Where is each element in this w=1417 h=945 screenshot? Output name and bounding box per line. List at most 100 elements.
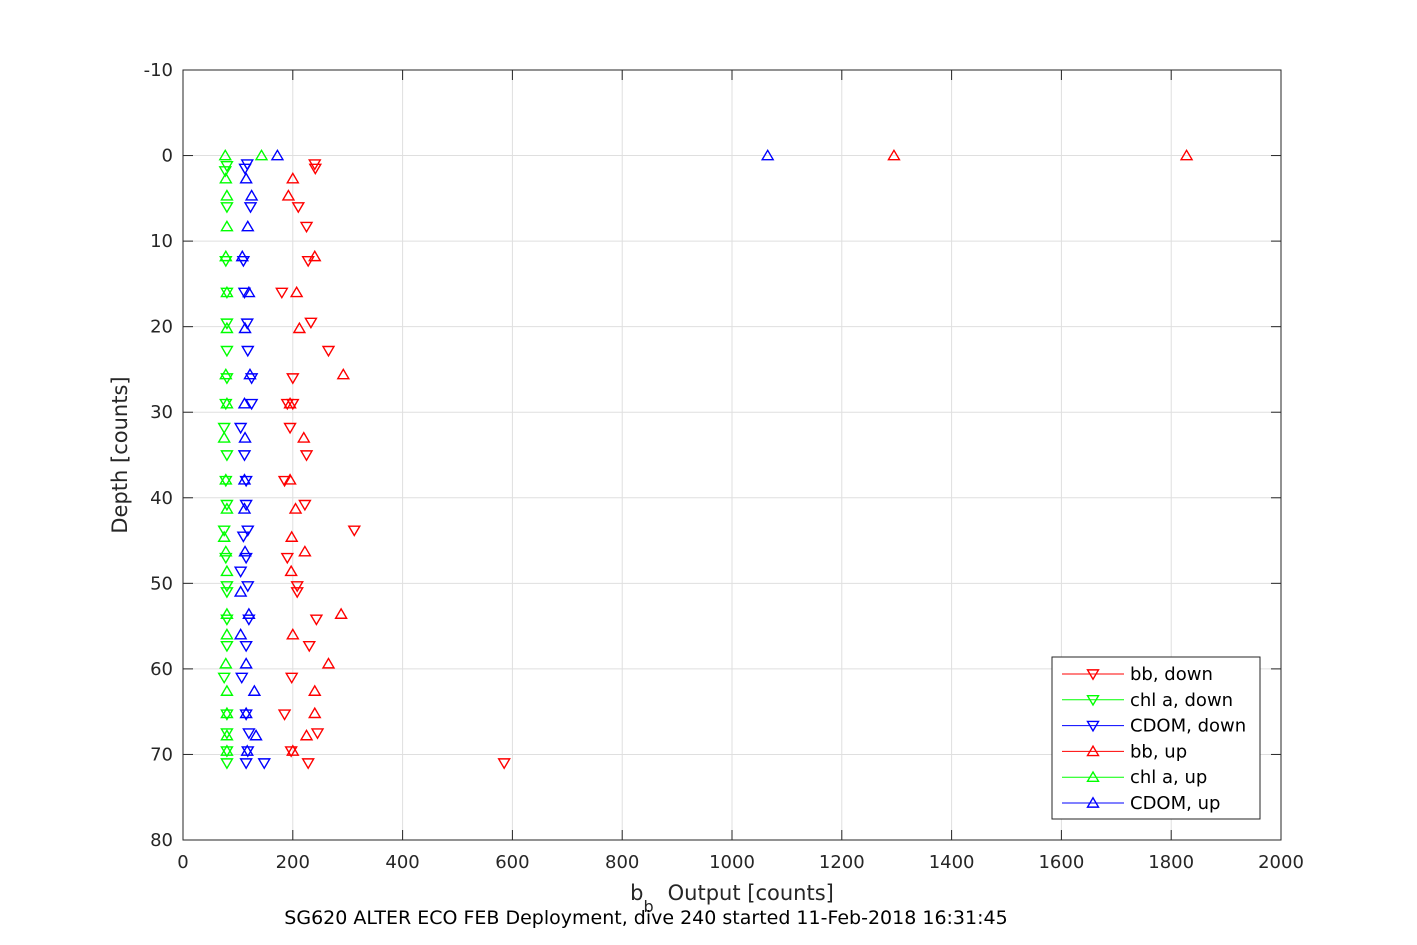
legend: bb, down chl a, down CDOM, down bb, up chl a… — [1051, 656, 1261, 820]
x-tick-label: 1800 — [1148, 852, 1194, 873]
legend-marker — [1086, 669, 1100, 681]
legend-marker — [1086, 720, 1100, 733]
data-point — [219, 475, 233, 488]
data-point — [238, 163, 252, 175]
data-point — [284, 746, 298, 758]
data-point — [220, 758, 234, 770]
legend-marker — [1086, 694, 1100, 707]
data-point — [220, 450, 234, 462]
x-tick-labels: 0 200 400 600 800 1000 1200 1400 1600 1800 2000 — [177, 852, 1304, 873]
y-tick-label: 70 — [150, 744, 173, 765]
data-point — [220, 564, 234, 577]
data-point — [284, 564, 298, 577]
data-point — [301, 758, 315, 770]
data-point — [247, 684, 262, 696]
legend-entry-label: bb, down — [1130, 664, 1213, 685]
y-axis-label: Depth [counts] — [108, 376, 132, 533]
data-point — [237, 287, 252, 300]
y-tick-label: 40 — [150, 488, 173, 509]
data-point — [297, 431, 311, 443]
data-point — [308, 684, 322, 696]
data-point — [239, 657, 253, 669]
data-point — [237, 397, 252, 409]
data-point — [220, 397, 234, 409]
data-point — [239, 706, 253, 719]
data-point — [243, 202, 258, 214]
legend-entry-label: chl a, down — [1130, 690, 1233, 711]
data-point — [277, 475, 292, 488]
data-point — [237, 473, 252, 485]
data-point — [299, 729, 314, 741]
data-point — [244, 398, 259, 411]
data-point — [244, 189, 259, 201]
data-point — [239, 172, 253, 184]
data-point — [257, 758, 271, 770]
data-point — [220, 285, 234, 298]
legend-marker — [1086, 744, 1100, 757]
chart-caption: SG620 ALTER ECO FEB Deployment, dive 240… — [284, 907, 1007, 929]
data-point — [283, 473, 297, 485]
data-point — [242, 728, 256, 740]
data-point — [286, 373, 300, 385]
data-point — [217, 525, 231, 537]
x-tick-label: 1600 — [1038, 852, 1084, 873]
legend-box — [1051, 656, 1261, 820]
data-point — [238, 431, 252, 443]
y-tick-label: 50 — [150, 573, 173, 594]
data-point — [288, 502, 303, 514]
data-point — [220, 614, 234, 626]
data-point — [336, 367, 351, 380]
data-point — [218, 148, 232, 161]
x-tick-label: 400 — [385, 852, 419, 873]
data-point — [220, 728, 234, 740]
data-point — [887, 148, 901, 161]
y-tick-label: 80 — [150, 830, 173, 851]
data-point — [277, 709, 292, 721]
series-3 — [281, 148, 1194, 756]
data-point — [497, 758, 511, 770]
data-point — [219, 552, 233, 565]
data-point — [220, 628, 234, 640]
axis-ticks — [182, 69, 1282, 841]
data-point — [290, 581, 304, 593]
x-axis-label-rest: Output [counts] — [668, 881, 834, 905]
y-tick-label: 30 — [150, 402, 173, 423]
y-tick-label: 0 — [162, 146, 173, 167]
x-axis-label-main: b — [630, 881, 643, 905]
x-tick-label: 0 — [177, 852, 188, 873]
data-point — [239, 709, 253, 721]
data-point — [310, 728, 325, 740]
data-point — [241, 345, 255, 358]
data-point — [237, 450, 252, 462]
data-point — [220, 607, 234, 619]
legend-entry-label: CDOM, up — [1130, 793, 1220, 814]
data-point — [220, 321, 234, 334]
x-tick-label: 200 — [276, 852, 310, 873]
data-point — [1179, 148, 1194, 161]
legend-entry-label: bb, up — [1130, 741, 1187, 762]
y-tick-labels: -10 0 10 20 30 40 50 60 70 80 — [144, 60, 173, 851]
data-point — [241, 525, 255, 537]
data-point — [239, 640, 253, 653]
data-point — [238, 321, 252, 334]
series-1 — [217, 160, 234, 770]
data-point — [220, 189, 234, 201]
data-point — [233, 566, 248, 578]
x-tick-label: 600 — [495, 852, 529, 873]
legend-marker — [1086, 770, 1100, 783]
data-point — [283, 422, 297, 435]
data-point — [220, 499, 234, 512]
data-point — [241, 219, 255, 232]
data-point — [298, 499, 312, 512]
y-tick-label: 60 — [150, 659, 173, 680]
data-point — [241, 581, 255, 593]
data-point — [233, 628, 248, 640]
data-point — [280, 552, 295, 565]
y-tick-label: 10 — [150, 231, 173, 252]
data-point — [235, 249, 250, 262]
data-point — [237, 502, 252, 514]
data-point — [220, 202, 234, 214]
data-point — [219, 545, 233, 557]
data-point — [220, 640, 234, 653]
